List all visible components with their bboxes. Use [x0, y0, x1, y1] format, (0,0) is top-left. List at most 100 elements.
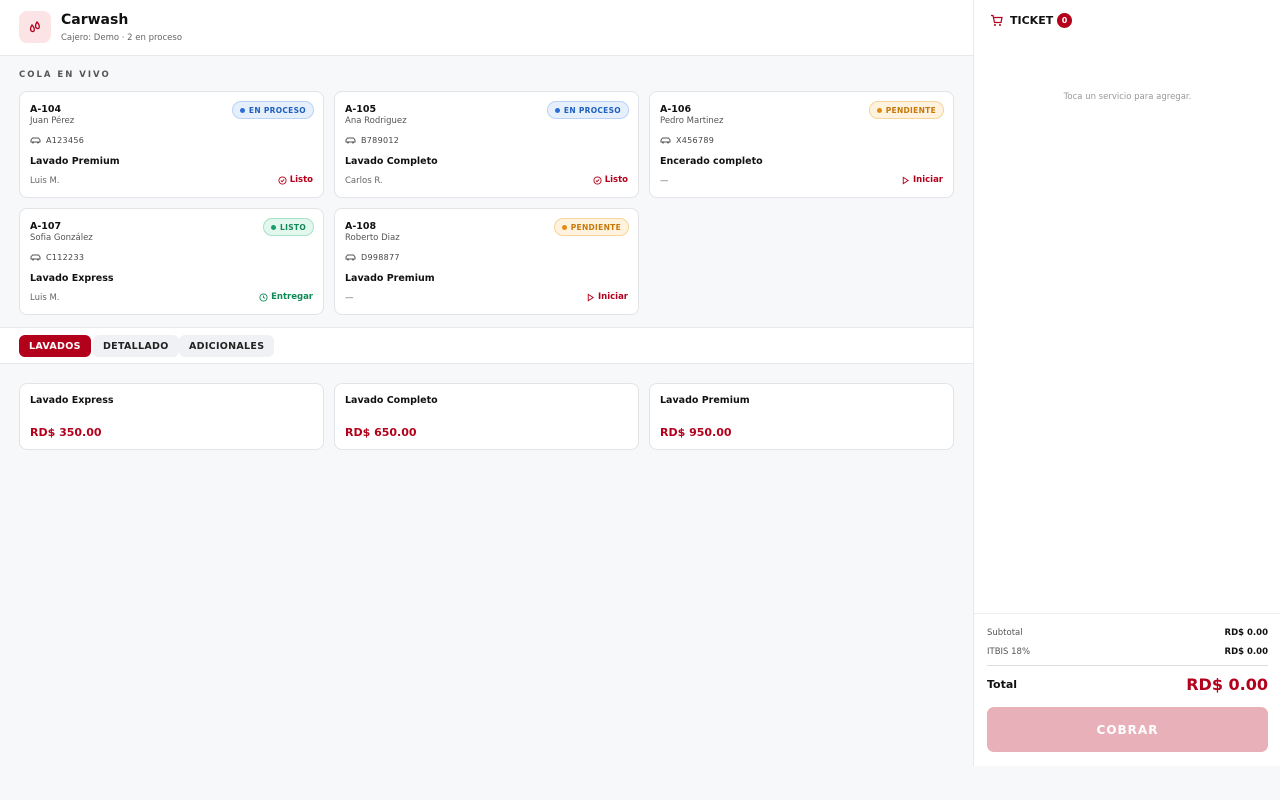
status-badge: EN PROCESO [546, 101, 629, 119]
car-icon [30, 254, 41, 261]
service-price: RD$ 950.00 [660, 426, 732, 439]
service: Lavado Premium [30, 156, 120, 167]
queue-card[interactable]: A-106 PENDIENTE Pedro Martinez X456789 E… [649, 91, 954, 198]
status-badge: LISTO [263, 218, 314, 236]
service-name: Lavado Premium [660, 395, 750, 406]
tax-row: ITBIS 18% RD$ 0.00 [987, 647, 1268, 657]
queue-card[interactable]: A-108 PENDIENTE Roberto Diaz D998877 Lav… [334, 208, 639, 315]
service: Lavado Completo [345, 156, 438, 167]
status-text: EN PROCESO [563, 105, 621, 115]
service: Lavado Express [30, 273, 114, 284]
customer: Roberto Diaz [345, 233, 400, 243]
card-id: A-107 [30, 221, 62, 232]
total-row: Total RD$ 0.00 [987, 675, 1268, 694]
action-icon [587, 293, 595, 301]
action[interactable]: Listo [593, 175, 628, 185]
service-price: RD$ 650.00 [345, 426, 417, 439]
action-text: Listo [289, 175, 313, 185]
action-icon [278, 175, 287, 185]
service-name: Lavado Express [30, 395, 114, 406]
service-price: RD$ 350.00 [30, 426, 102, 439]
customer: Ana Rodriguez [345, 116, 407, 126]
status-text: PENDIENTE [885, 105, 936, 115]
status-dot [271, 224, 277, 230]
queue-card[interactable]: A-107 LISTO Sofia González C112233 Lavad… [19, 208, 324, 315]
tab[interactable]: LAVADOS [19, 335, 91, 357]
plate: A123456 [46, 136, 85, 145]
status-dot [239, 107, 245, 113]
status-dot [876, 107, 882, 113]
customer: Pedro Martinez [660, 116, 724, 126]
car-icon [345, 254, 356, 261]
value: RD$ 0.00 [1224, 628, 1268, 638]
status-badge: PENDIENTE [868, 101, 944, 119]
customer: Sofia González [30, 233, 93, 243]
ticket-panel: TICKET 0 Toca un servicio para agregar. … [973, 0, 1280, 766]
status-text: EN PROCESO [248, 105, 306, 115]
action-text: Iniciar [597, 292, 628, 302]
status-dot [561, 224, 567, 230]
cart-icon [991, 14, 1003, 26]
staff: — [345, 293, 354, 303]
action-text: Entregar [271, 292, 313, 302]
plate: C112233 [46, 253, 85, 262]
card-id: A-105 [345, 104, 377, 115]
action-text: Listo [604, 175, 628, 185]
status-badge: PENDIENTE [553, 218, 629, 236]
tab[interactable]: ADICIONALES [179, 335, 275, 357]
value: RD$ 0.00 [1224, 647, 1268, 657]
section-title: COLA EN VIVO [19, 70, 111, 80]
logo-icon [29, 20, 40, 33]
tab[interactable]: DETALLADO [93, 335, 179, 357]
queue-card[interactable]: A-105 EN PROCESO Ana Rodriguez B789012 L… [334, 91, 639, 198]
card-id: A-104 [30, 104, 62, 115]
staff: Luis M. [30, 176, 60, 186]
action[interactable]: Listo [278, 175, 313, 185]
action-icon [902, 176, 910, 184]
label: Subtotal [987, 628, 1023, 638]
service: Encerado completo [660, 156, 763, 167]
label: Total [987, 678, 1018, 691]
car-icon [660, 137, 671, 144]
customer: Juan Pérez [30, 116, 75, 126]
subtotal-row: Subtotal RD$ 0.00 [987, 628, 1268, 638]
status-badge: EN PROCESO [231, 101, 314, 119]
service-name: Lavado Completo [345, 395, 438, 406]
charge-button[interactable]: COBRAR [987, 707, 1268, 752]
staff: Luis M. [30, 293, 60, 303]
value: RD$ 0.00 [1186, 675, 1268, 694]
ticket-title: TICKET [1010, 14, 1054, 27]
ticket-count: 0 [1057, 13, 1072, 28]
label: ITBIS 18% [987, 647, 1031, 657]
action-icon [259, 292, 268, 302]
status-text: PENDIENTE [570, 222, 621, 232]
status-text: LISTO [280, 222, 306, 232]
empty-message: Toca un servicio para agregar. [1063, 92, 1192, 102]
service-card[interactable]: Lavado Completo RD$ 650.00 [334, 383, 639, 450]
service-card[interactable]: Lavado Express RD$ 350.00 [19, 383, 324, 450]
card-id: A-106 [660, 104, 692, 115]
tab-bar: LAVADOS DETALLADO ADICIONALES [0, 327, 973, 364]
plate: D998877 [361, 253, 400, 262]
action-icon [593, 175, 602, 185]
ticket-summary [974, 613, 1280, 614]
staff: Carlos R. [345, 176, 383, 186]
staff: — [660, 176, 669, 186]
card-id: A-108 [345, 221, 377, 232]
action[interactable]: Iniciar [901, 175, 943, 185]
action-text: Iniciar [912, 175, 943, 185]
plate: X456789 [676, 136, 715, 145]
divider [987, 665, 1268, 666]
car-icon [345, 137, 356, 144]
status-dot [554, 107, 560, 113]
queue-card[interactable]: A-104 EN PROCESO Juan Pérez A123456 Lava… [19, 91, 324, 198]
logo [19, 11, 51, 43]
plate: B789012 [361, 136, 400, 145]
action[interactable]: Entregar [259, 292, 313, 302]
service-card[interactable]: Lavado Premium RD$ 950.00 [649, 383, 954, 450]
header: Carwash Cajero: Demo · 2 en proceso [0, 0, 973, 56]
action[interactable]: Iniciar [586, 292, 628, 302]
service: Lavado Premium [345, 273, 435, 284]
